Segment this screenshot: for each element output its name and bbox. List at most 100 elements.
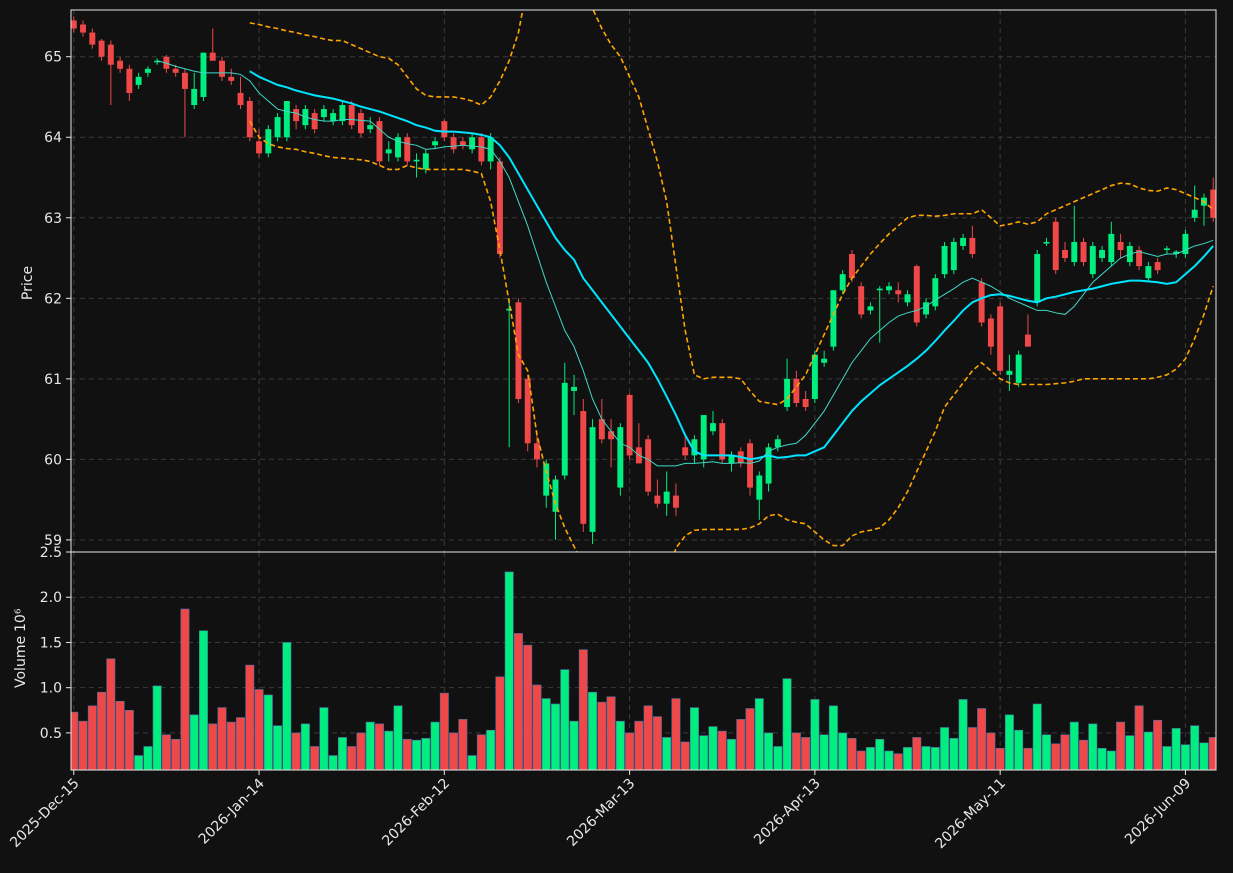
candle-body	[1071, 241, 1078, 263]
volume-bar	[282, 642, 292, 770]
volume-bar	[458, 719, 468, 770]
candle-body	[941, 245, 948, 275]
volume-bar	[717, 730, 727, 770]
candle-body	[246, 101, 253, 138]
candle-body	[923, 302, 930, 315]
volume-bar	[291, 732, 301, 770]
y-tick-label: 2.5	[40, 545, 62, 561]
volume-bar	[865, 747, 875, 770]
volume-bar	[402, 738, 412, 770]
volume-bar	[1106, 750, 1116, 770]
y-tick-label: 0.5	[40, 726, 62, 742]
volume-bar	[634, 720, 644, 770]
candle-body	[265, 129, 272, 154]
volume-bar	[643, 705, 653, 770]
candle-body	[450, 137, 457, 150]
candle-body	[784, 378, 791, 408]
volume-bar	[662, 737, 672, 770]
candle-body	[330, 113, 337, 122]
y-tick-label: 64	[44, 130, 62, 146]
candle-body	[469, 137, 476, 150]
volume-bar	[97, 691, 107, 770]
volume-bar	[1097, 747, 1107, 770]
volume-bar	[1190, 725, 1200, 770]
candle-body	[663, 491, 670, 504]
volume-bar	[180, 608, 190, 770]
y-tick-label: 61	[44, 372, 62, 388]
candle-body	[1034, 254, 1041, 303]
candle-body	[728, 455, 735, 464]
volume-bar	[71, 711, 79, 770]
volume-bar	[782, 678, 792, 770]
candle-body	[515, 302, 522, 399]
candle-body	[1080, 241, 1087, 263]
candle-body	[913, 266, 920, 323]
volume-bar	[1171, 728, 1181, 770]
volume-bar	[439, 692, 449, 770]
candle-body	[209, 52, 216, 61]
candle-body	[987, 318, 994, 347]
overlay-line	[157, 60, 1214, 467]
candle-body	[126, 68, 133, 93]
volume-bar	[254, 689, 264, 770]
volume-bar	[356, 732, 366, 770]
volume-bar	[1004, 714, 1014, 770]
candle-body	[89, 32, 96, 45]
volume-bar	[300, 723, 310, 770]
volume-bar	[476, 734, 486, 770]
candle-body	[765, 447, 772, 484]
volume-bar	[412, 739, 422, 770]
candle-body	[876, 288, 883, 291]
candle-body	[904, 294, 911, 303]
candle-body	[747, 443, 753, 488]
volume-bar	[513, 633, 523, 770]
candle-body	[543, 463, 550, 496]
volume-bar	[1069, 721, 1079, 770]
volume-bar	[337, 737, 347, 770]
candle-body	[154, 60, 161, 63]
volume-bar	[375, 723, 384, 770]
overlay-line	[249, 10, 1214, 406]
volume-bar	[495, 676, 505, 770]
candle-body	[895, 290, 902, 295]
volume-bar	[893, 753, 903, 770]
y-tick-label: 1.5	[40, 635, 62, 651]
volume-bar	[754, 698, 764, 770]
volume-bar	[828, 705, 838, 770]
volume-bar	[727, 738, 736, 770]
candle-body	[1099, 249, 1106, 259]
volume-offset-label: 10⁶	[13, 608, 29, 632]
candle-body	[1052, 221, 1059, 271]
volume-bar	[189, 714, 199, 770]
candle-body	[385, 149, 392, 154]
volume-bar	[615, 720, 625, 770]
candle-body	[459, 141, 466, 146]
candle-body	[357, 113, 364, 134]
volume-bar	[504, 571, 514, 770]
volume-bar	[1051, 743, 1061, 770]
candle-body	[839, 274, 846, 291]
volume-bar	[1143, 731, 1153, 770]
candle-body	[1089, 245, 1096, 275]
candle-body	[172, 68, 179, 73]
candle-body	[413, 159, 420, 162]
volume-bar	[310, 746, 320, 770]
y-tick-label: 62	[44, 291, 62, 307]
volume-bar	[625, 732, 635, 770]
volume-bar	[903, 747, 912, 770]
volume-bar	[245, 664, 255, 770]
candle-body	[848, 254, 855, 279]
candle-body	[1136, 249, 1143, 267]
volume-bar	[1088, 723, 1098, 770]
candle-body	[534, 443, 540, 460]
candle-body	[589, 427, 596, 532]
volume-bar	[171, 738, 181, 770]
volume-bar	[208, 723, 218, 770]
candle-body	[135, 76, 142, 85]
grid	[71, 10, 1216, 770]
candle-body	[376, 121, 383, 162]
candle-body	[598, 419, 605, 440]
candle-body	[311, 113, 318, 130]
volume-bar	[78, 720, 88, 770]
